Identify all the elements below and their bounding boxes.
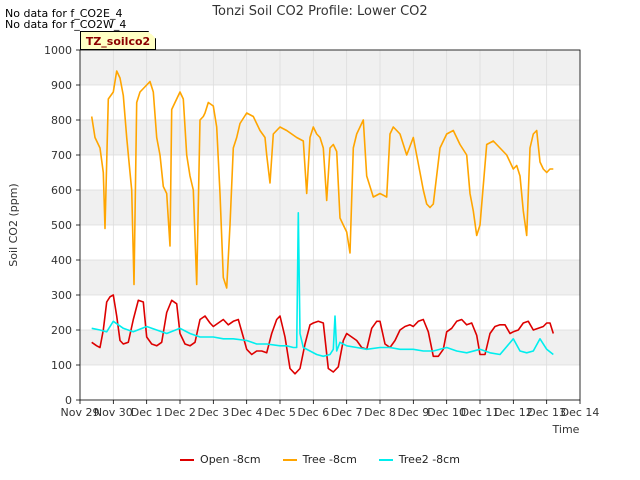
- y-axis-label: Soil CO2 (ppm): [7, 183, 20, 266]
- x-tick-label: Dec 13: [527, 406, 566, 419]
- legend-swatch-tree2: [378, 458, 393, 461]
- nodata-line-2: No data for f_CO2W_4: [5, 18, 127, 31]
- legend-item-tree2: Tree2 -8cm: [378, 453, 460, 466]
- y-tick-label: 700: [51, 149, 72, 162]
- series-layer: [90, 70, 555, 375]
- x-axis-label: Time: [552, 423, 580, 436]
- legend: Open -8cm Tree -8cm Tree2 -8cm: [0, 453, 640, 466]
- nodata-line-1: No data for f_CO2E_4: [5, 7, 123, 20]
- legend-label-open: Open -8cm: [200, 453, 261, 466]
- legend-label-tree2: Tree2 -8cm: [398, 453, 460, 466]
- y-tick-label: 300: [51, 289, 72, 302]
- legend-swatch-open: [180, 458, 195, 461]
- plot-band: [80, 190, 580, 225]
- x-tick-label: Dec 8: [364, 406, 396, 419]
- chart-title: Tonzi Soil CO2 Profile: Lower CO2: [211, 4, 427, 19]
- x-tick-label: Nov 30: [94, 406, 133, 419]
- x-tick-label: Dec 10: [427, 406, 466, 419]
- y-tick-label: 0: [65, 394, 72, 407]
- y-tick-label: 1000: [44, 44, 72, 57]
- y-tick-label: 100: [51, 359, 72, 372]
- station-tag: TZ_soilco2: [80, 31, 156, 50]
- y-tick-label: 400: [51, 254, 72, 267]
- plot-band: [80, 50, 580, 85]
- x-tick-label: Dec 11: [461, 406, 500, 419]
- y-tick-label: 500: [51, 219, 72, 232]
- x-tick-label: Dec 9: [397, 406, 429, 419]
- x-tick-label: Nov 29: [61, 406, 100, 419]
- y-tick-label: 200: [51, 324, 72, 337]
- x-tick-label: Dec 5: [264, 406, 296, 419]
- legend-item-tree: Tree -8cm: [282, 453, 357, 466]
- x-tick-label: Dec 6: [297, 406, 329, 419]
- plot-band: [80, 260, 580, 295]
- series-line-tree2: [91, 212, 554, 358]
- x-tick-label: Dec 3: [197, 406, 229, 419]
- x-tick-label: Dec 12: [494, 406, 533, 419]
- x-tick-label: Dec 2: [164, 406, 196, 419]
- legend-swatch-tree: [282, 458, 297, 461]
- x-tick-label: Dec 14: [561, 406, 600, 419]
- y-tick-label: 900: [51, 79, 72, 92]
- y-axis-ticks: 0 100 200 300 400 500 600 700 800 900 1000: [44, 44, 80, 407]
- legend-item-open: Open -8cm: [180, 453, 261, 466]
- y-tick-label: 600: [51, 184, 72, 197]
- series-line-tree: [90, 70, 554, 289]
- x-tick-label: Dec 4: [231, 406, 263, 419]
- legend-label-tree: Tree -8cm: [302, 453, 357, 466]
- x-tick-label: Dec 1: [131, 406, 163, 419]
- series-line-open: [91, 294, 555, 375]
- y-tick-label: 800: [51, 114, 72, 127]
- x-tick-label: Dec 7: [331, 406, 363, 419]
